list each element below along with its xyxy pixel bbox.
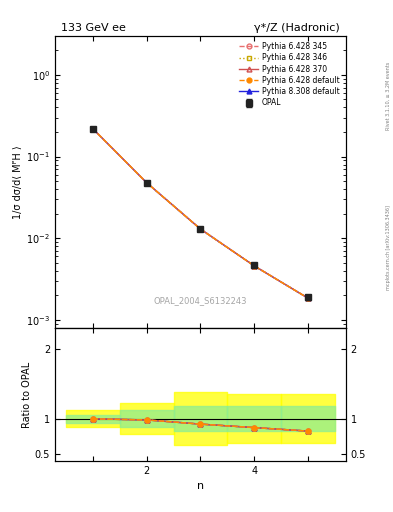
Text: Rivet 3.1.10, ≥ 3.2M events: Rivet 3.1.10, ≥ 3.2M events (386, 61, 391, 130)
Text: OPAL_2004_S6132243: OPAL_2004_S6132243 (154, 295, 247, 305)
Line: Pythia 6.428 default: Pythia 6.428 default (90, 126, 310, 301)
Y-axis label: 1/σ dσ/d⟨ MᴾH ⟩: 1/σ dσ/d⟨ MᴾH ⟩ (13, 145, 24, 219)
Pythia 6.428 346 (306, 295, 310, 301)
Pythia 6.428 346 (252, 263, 257, 269)
Pythia 6.428 345 (144, 180, 149, 186)
Text: γ*/Z (Hadronic): γ*/Z (Hadronic) (254, 23, 340, 33)
Y-axis label: Ratio to OPAL: Ratio to OPAL (22, 361, 32, 428)
Pythia 6.428 345 (306, 295, 310, 301)
X-axis label: n: n (197, 481, 204, 491)
Pythia 6.428 default (306, 295, 310, 301)
Pythia 6.428 default (198, 226, 203, 232)
Pythia 6.428 345 (90, 125, 95, 132)
Pythia 8.308 default (90, 125, 95, 132)
Line: Pythia 8.308 default: Pythia 8.308 default (90, 126, 310, 301)
Text: mcplots.cern.ch [arXiv:1306.3436]: mcplots.cern.ch [arXiv:1306.3436] (386, 205, 391, 290)
Line: Pythia 6.428 370: Pythia 6.428 370 (90, 126, 310, 301)
Pythia 6.428 default (252, 263, 257, 269)
Text: 133 GeV ee: 133 GeV ee (61, 23, 126, 33)
Pythia 6.428 370 (198, 226, 203, 232)
Line: Pythia 6.428 346: Pythia 6.428 346 (90, 126, 310, 301)
Pythia 6.428 345 (198, 226, 203, 232)
Pythia 6.428 370 (306, 295, 310, 301)
Pythia 6.428 370 (144, 180, 149, 186)
Pythia 6.428 370 (252, 263, 257, 269)
Pythia 6.428 default (144, 180, 149, 186)
Pythia 6.428 370 (90, 125, 95, 132)
Pythia 6.428 346 (90, 125, 95, 132)
Pythia 6.428 346 (198, 226, 203, 232)
Pythia 6.428 346 (144, 180, 149, 186)
Pythia 8.308 default (306, 295, 310, 301)
Pythia 6.428 default (90, 125, 95, 132)
Pythia 8.308 default (252, 263, 257, 269)
Pythia 6.428 345 (252, 263, 257, 269)
Pythia 8.308 default (144, 180, 149, 186)
Legend: Pythia 6.428 345, Pythia 6.428 346, Pythia 6.428 370, Pythia 6.428 default, Pyth: Pythia 6.428 345, Pythia 6.428 346, Pyth… (237, 39, 342, 110)
Pythia 8.308 default (198, 226, 203, 232)
Line: Pythia 6.428 345: Pythia 6.428 345 (90, 126, 310, 301)
